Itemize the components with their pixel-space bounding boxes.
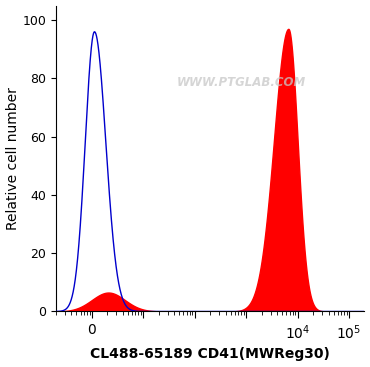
Y-axis label: Relative cell number: Relative cell number [6,87,20,230]
X-axis label: CL488-65189 CD41(MWReg30): CL488-65189 CD41(MWReg30) [90,348,330,361]
Text: WWW.PTGLAB.COM: WWW.PTGLAB.COM [176,76,306,88]
